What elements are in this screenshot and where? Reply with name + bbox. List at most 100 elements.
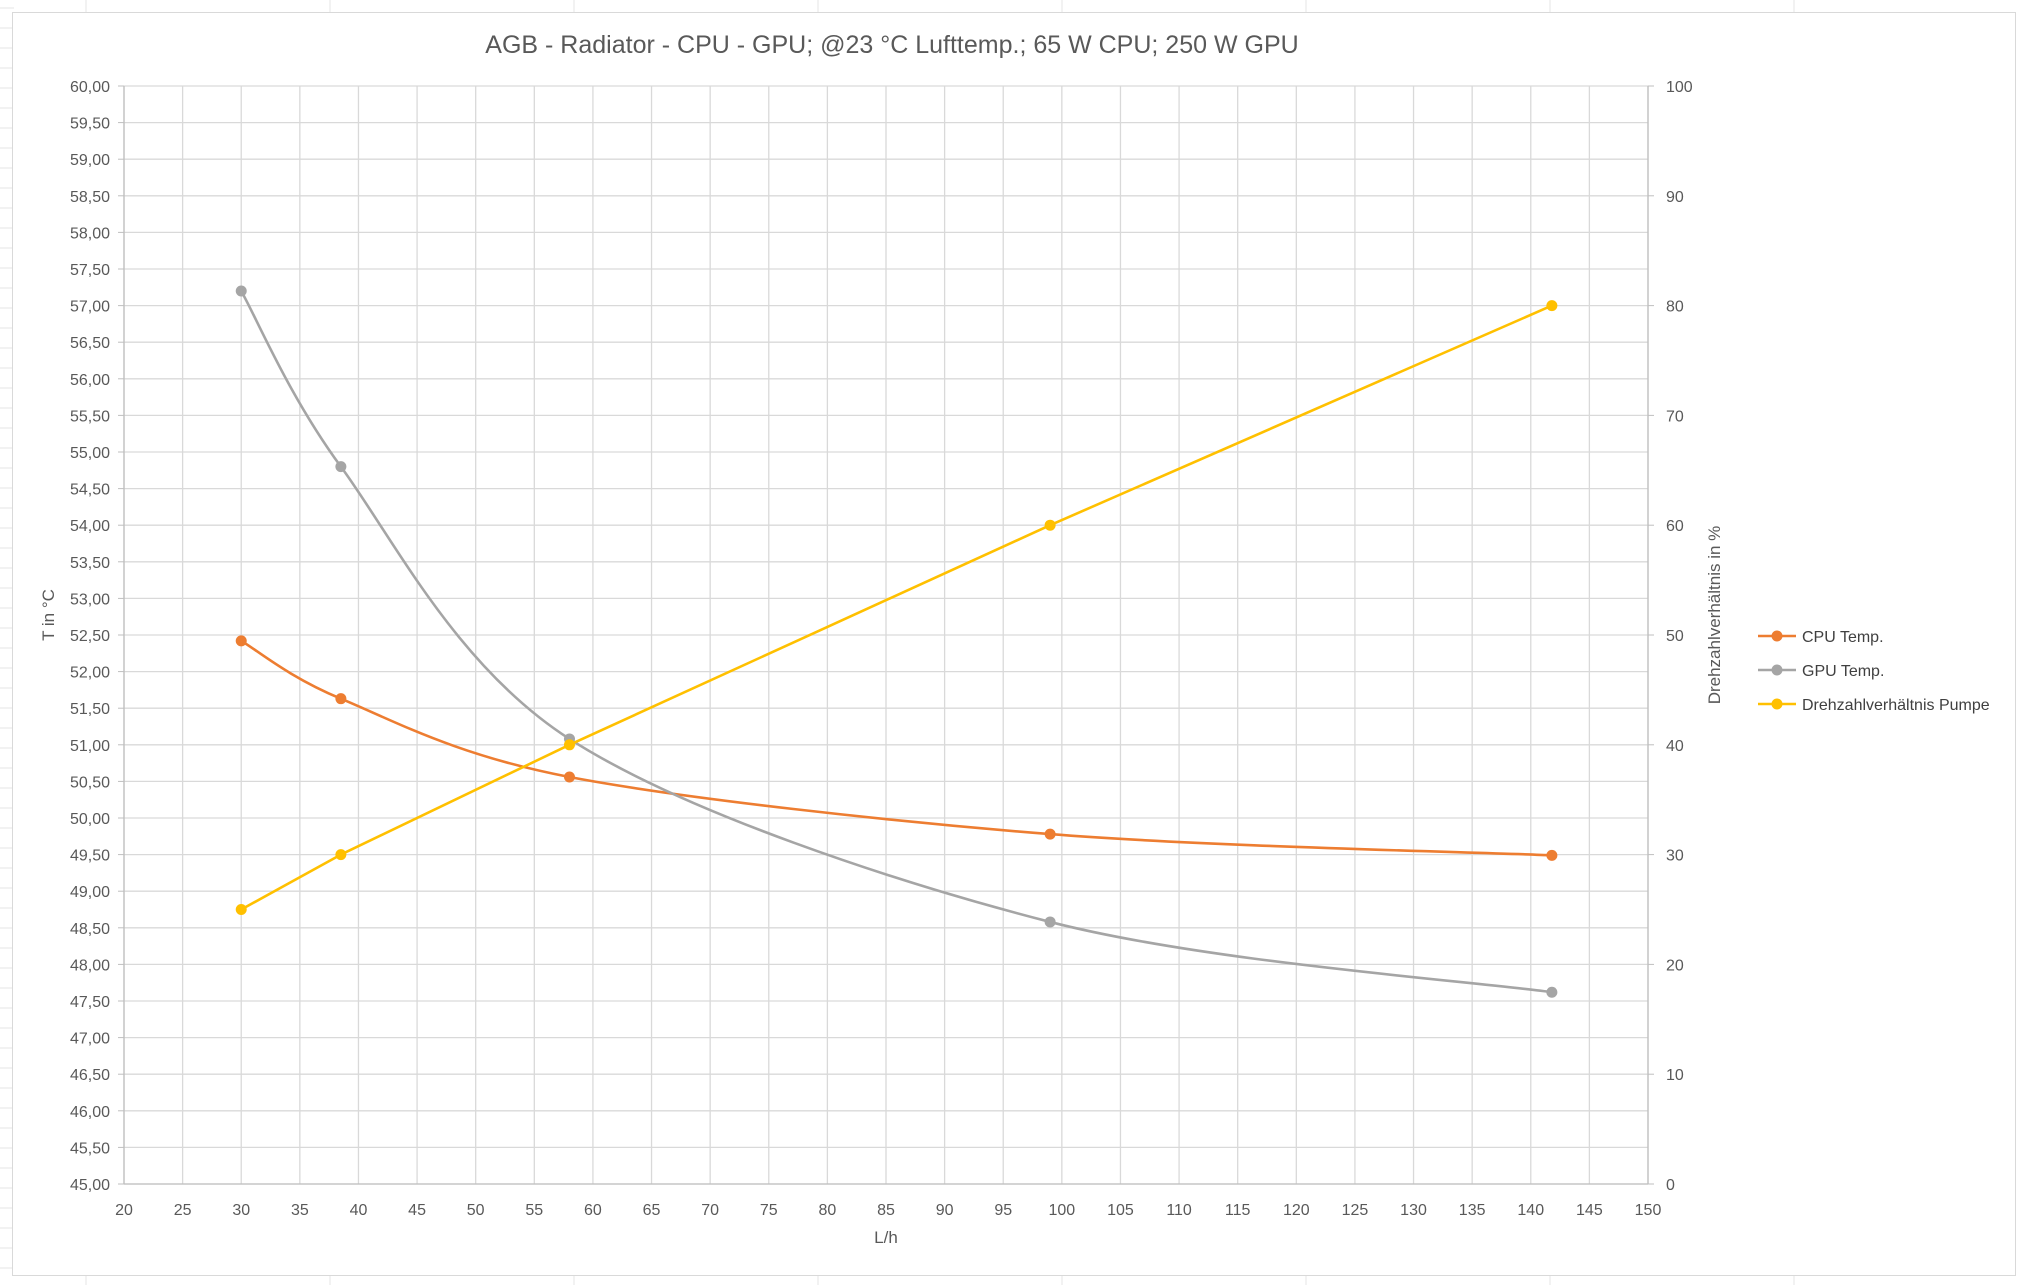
y2-axis-label: Drehzahlverhältnis in % xyxy=(1705,526,1724,705)
x-tick-label: 85 xyxy=(877,1202,895,1219)
x-tick-label: 120 xyxy=(1283,1202,1310,1219)
data-point-drehzahlverh-ltnis-pumpe[interactable] xyxy=(335,849,347,861)
x-tick-label: 50 xyxy=(467,1202,485,1219)
y-tick-label: 52,50 xyxy=(70,628,110,645)
chart-title: AGB - Radiator - CPU - GPU; @23 °C Luftt… xyxy=(485,31,1298,59)
y-tick-label: 55,50 xyxy=(70,408,110,425)
y-tick-label: 59,50 xyxy=(70,116,110,133)
data-point-gpu-temp[interactable] xyxy=(1044,916,1056,928)
y2-tick-label: 10 xyxy=(1666,1067,1684,1084)
y-tick-label: 46,50 xyxy=(70,1067,110,1084)
data-point-cpu-temp[interactable] xyxy=(1546,849,1558,861)
y2-tick-label: 40 xyxy=(1666,738,1684,755)
data-point-drehzahlverh-ltnis-pumpe[interactable] xyxy=(1546,300,1558,312)
x-tick-label: 75 xyxy=(760,1202,778,1219)
y-tick-label: 49,00 xyxy=(70,884,110,901)
y2-tick-label: 0 xyxy=(1666,1177,1675,1194)
x-tick-label: 105 xyxy=(1107,1202,1134,1219)
y2-tick-label: 30 xyxy=(1666,848,1684,865)
y-tick-label: 50,00 xyxy=(70,811,110,828)
y-tick-label: 47,50 xyxy=(70,994,110,1011)
plot-gridlines xyxy=(123,85,1649,1185)
y-tick-label: 53,00 xyxy=(70,591,110,608)
legend[interactable]: CPU Temp. GPU Temp. Drehzahlverhältnis Pum… xyxy=(1758,629,1990,714)
y-tick-label: 58,00 xyxy=(70,225,110,242)
legend-marker-drehzahlverh-ltnis-pumpe xyxy=(1771,698,1783,710)
data-point-gpu-temp[interactable] xyxy=(1546,986,1558,998)
y-tick-label: 56,50 xyxy=(70,335,110,352)
y-tick-label: 55,00 xyxy=(70,445,110,462)
y-tick-label: 58,50 xyxy=(70,189,110,206)
data-point-drehzahlverh-ltnis-pumpe[interactable] xyxy=(235,904,247,915)
y-tick-label: 54,00 xyxy=(70,518,110,535)
y-tick-label: 45,50 xyxy=(70,1140,110,1157)
x-tick-label: 90 xyxy=(936,1202,954,1219)
y2-tick-label: 20 xyxy=(1666,957,1684,974)
tick-labels: 20 25 30 35 40 45 50 55 60 65 70 75 80 85 90 95 100 105 11… xyxy=(70,79,1693,1219)
y-tick-label: 56,00 xyxy=(70,372,110,389)
data-point-cpu-temp[interactable] xyxy=(1044,828,1056,840)
legend-label-gpu-temp: GPU Temp. xyxy=(1802,663,1884,680)
legend-marker-cpu-temp xyxy=(1771,630,1783,642)
y-tick-label: 49,50 xyxy=(70,848,110,865)
y-tick-label: 45,00 xyxy=(70,1177,110,1194)
y2-tick-label: 50 xyxy=(1666,628,1684,645)
x-tick-label: 95 xyxy=(994,1202,1012,1219)
x-tick-label: 45 xyxy=(408,1202,426,1219)
legend-label-cpu-temp: CPU Temp. xyxy=(1802,629,1884,646)
data-point-gpu-temp[interactable] xyxy=(335,461,347,473)
series-line-gpu-temp[interactable] xyxy=(240,290,1553,994)
x-tick-label: 70 xyxy=(701,1202,719,1219)
x-axis-label: L/h xyxy=(874,1228,898,1247)
x-tick-label: 110 xyxy=(1166,1202,1192,1219)
y-tick-label: 53,50 xyxy=(70,555,110,572)
x-tick-label: 30 xyxy=(232,1202,250,1219)
plot-axes xyxy=(118,85,1654,1185)
y-tick-label: 59,00 xyxy=(70,152,110,169)
x-tick-label: 150 xyxy=(1635,1202,1662,1219)
x-tick-label: 20 xyxy=(115,1202,133,1219)
y-tick-label: 48,50 xyxy=(70,921,110,938)
x-tick-label: 40 xyxy=(350,1202,368,1219)
x-tick-label: 35 xyxy=(291,1202,309,1219)
y-tick-label: 46,00 xyxy=(70,1104,110,1121)
y-tick-label: 54,50 xyxy=(70,482,110,499)
data-point-drehzahlverh-ltnis-pumpe[interactable] xyxy=(563,739,575,751)
plot-series xyxy=(235,285,1558,998)
y2-tick-label: 80 xyxy=(1666,299,1684,316)
x-tick-label: 115 xyxy=(1225,1202,1251,1219)
x-tick-label: 135 xyxy=(1459,1202,1486,1219)
x-tick-label: 125 xyxy=(1342,1202,1369,1219)
x-tick-label: 140 xyxy=(1517,1202,1544,1219)
x-tick-label: 60 xyxy=(584,1202,602,1219)
y2-tick-label: 90 xyxy=(1666,189,1684,206)
x-tick-label: 130 xyxy=(1400,1202,1427,1219)
y-tick-label: 51,00 xyxy=(70,738,110,755)
y-tick-label: 47,00 xyxy=(70,1031,110,1048)
data-point-cpu-temp[interactable] xyxy=(235,635,247,647)
data-point-drehzahlverh-ltnis-pumpe[interactable] xyxy=(1044,519,1056,531)
y2-tick-label: 60 xyxy=(1666,518,1684,535)
x-tick-label: 145 xyxy=(1576,1202,1603,1219)
x-tick-label: 80 xyxy=(818,1202,836,1219)
y-tick-label: 48,00 xyxy=(70,957,110,974)
legend-marker-gpu-temp xyxy=(1771,664,1783,676)
chart-area[interactable] xyxy=(12,12,2016,1276)
y-axis-label: T in °C xyxy=(39,589,58,641)
y2-tick-label: 70 xyxy=(1666,408,1684,425)
data-point-cpu-temp[interactable] xyxy=(563,771,575,783)
y-tick-label: 51,50 xyxy=(70,701,110,718)
x-tick-label: 100 xyxy=(1048,1202,1075,1219)
y-tick-label: 60,00 xyxy=(70,79,110,96)
y-tick-label: 57,00 xyxy=(70,299,110,316)
x-tick-label: 55 xyxy=(525,1202,543,1219)
data-point-cpu-temp[interactable] xyxy=(335,693,347,705)
y-tick-label: 57,50 xyxy=(70,262,110,279)
y2-tick-label: 100 xyxy=(1666,79,1693,96)
x-tick-label: 65 xyxy=(643,1202,661,1219)
data-point-gpu-temp[interactable] xyxy=(235,285,247,297)
x-tick-label: 25 xyxy=(174,1202,192,1219)
y-tick-label: 52,00 xyxy=(70,665,110,682)
legend-label-drehzahlverh-ltnis-pumpe: Drehzahlverhältnis Pumpe xyxy=(1802,697,1990,714)
